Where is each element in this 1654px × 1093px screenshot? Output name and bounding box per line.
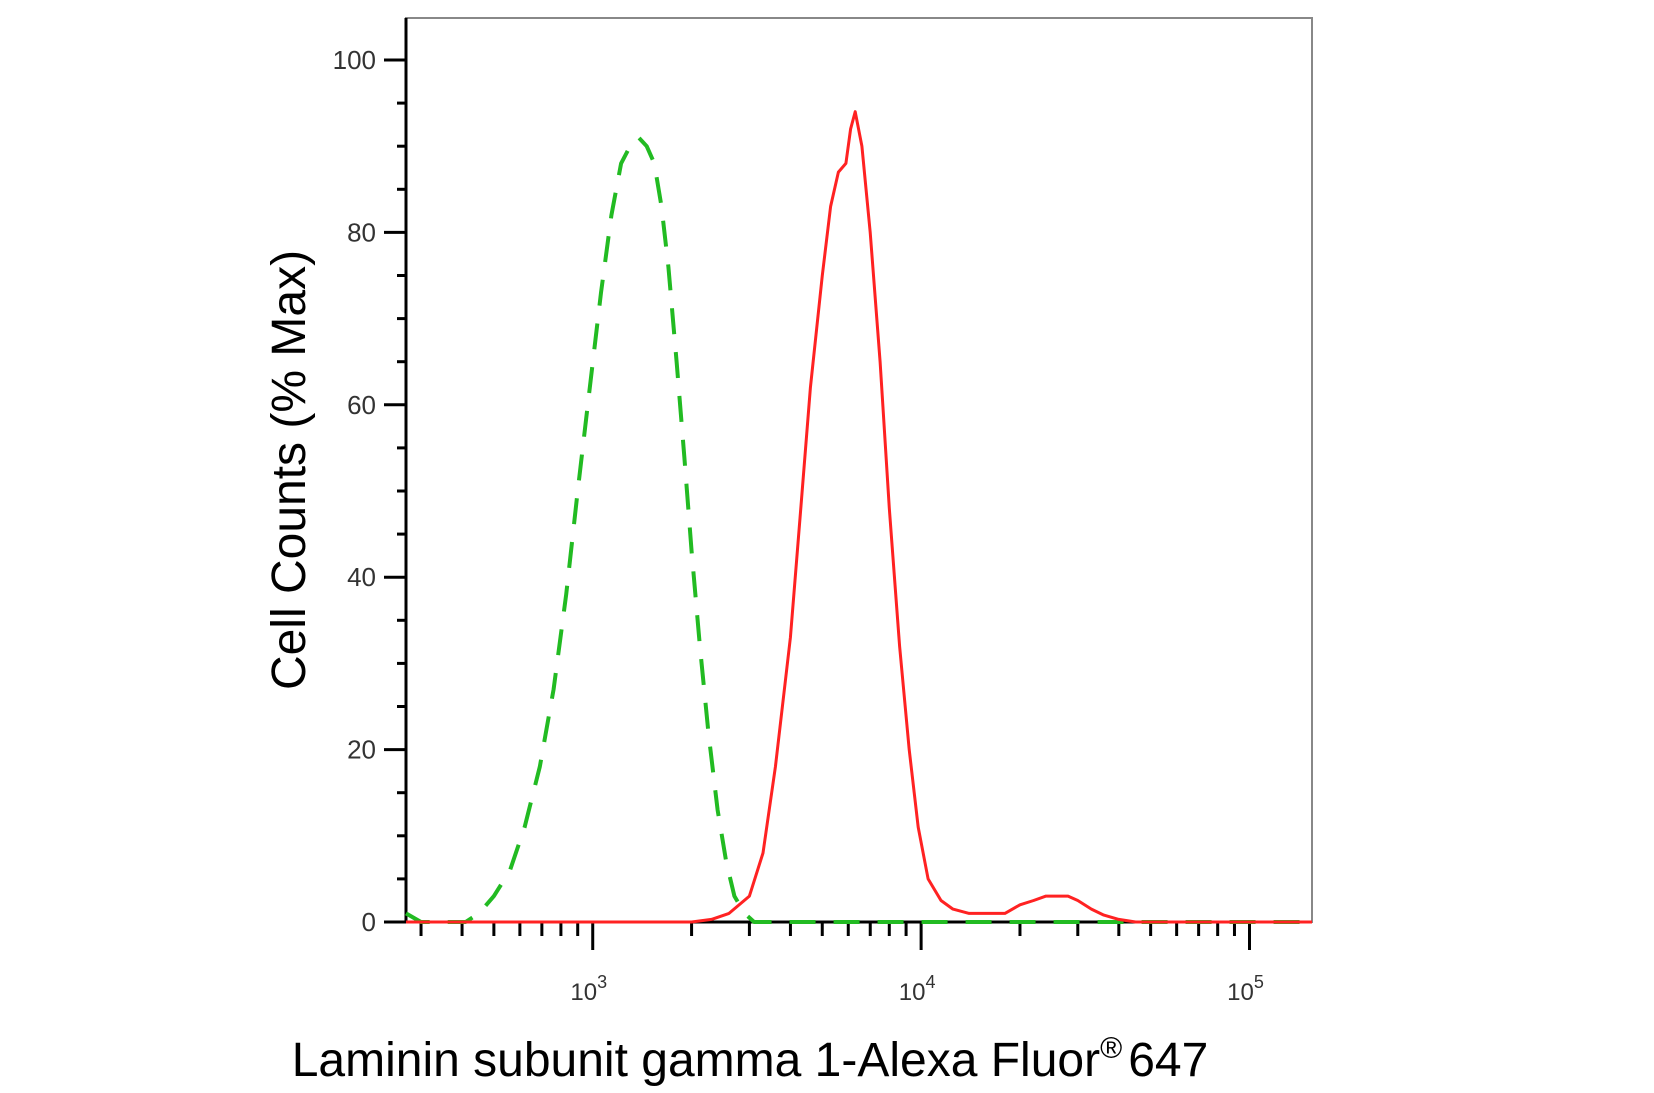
x-tick-label-base: 10 bbox=[1227, 979, 1254, 1006]
x-axis-ticks: 103 104 105 bbox=[421, 922, 1264, 1006]
y-axis-ticks: 0 20 40 60 80 100 bbox=[333, 45, 406, 937]
y-tick-label: 40 bbox=[347, 562, 376, 592]
x-tick-label-exponent: 3 bbox=[597, 972, 607, 992]
x-axis-title-sup: ® bbox=[1100, 1032, 1122, 1065]
x-axis-title-main: Laminin subunit gamma 1-Alexa Fluor bbox=[292, 1034, 1100, 1087]
x-tick-label-base: 10 bbox=[570, 979, 597, 1006]
y-tick-label: 0 bbox=[362, 907, 376, 937]
series-layer bbox=[406, 112, 1312, 922]
x-tick-label: 105 bbox=[1227, 972, 1264, 1006]
series-line-solid bbox=[406, 112, 1312, 922]
x-tick-label-exponent: 5 bbox=[1254, 972, 1264, 992]
x-axis-title-suffix: 647 bbox=[1128, 1034, 1208, 1087]
y-tick-label: 20 bbox=[347, 735, 376, 765]
x-axis-title: Laminin subunit gamma 1-Alexa Fluor® 647 bbox=[292, 1032, 1209, 1087]
y-axis-title: Cell Counts (% Max) bbox=[263, 250, 316, 690]
plot-frame bbox=[406, 18, 1312, 922]
x-tick-label-exponent: 4 bbox=[925, 972, 935, 992]
x-tick-label: 104 bbox=[899, 972, 936, 1006]
y-tick-label: 100 bbox=[333, 45, 376, 75]
x-tick-label: 103 bbox=[570, 972, 607, 1006]
series-line-dashed bbox=[406, 138, 1312, 922]
y-tick-label: 80 bbox=[347, 217, 376, 247]
y-tick-label: 60 bbox=[347, 390, 376, 420]
x-tick-label-base: 10 bbox=[899, 979, 926, 1006]
